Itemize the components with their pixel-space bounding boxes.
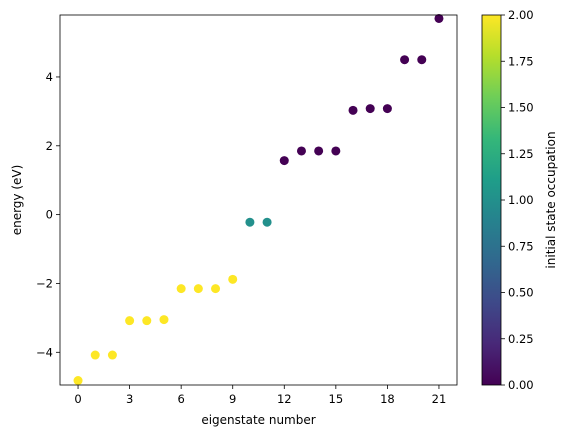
- colorbar-tick-label: 1.50: [508, 101, 534, 115]
- data-point-21: [434, 13, 444, 23]
- x-tick-label: 18: [380, 392, 395, 406]
- x-tick-label: 12: [277, 392, 292, 406]
- colorbar-ticks: 0.00 0.25 0.50 0.75 1.00 1.25 1.50 1.75 2.00: [501, 8, 534, 392]
- data-point-16: [348, 105, 358, 115]
- x-tick-label: 9: [229, 392, 236, 406]
- data-point-12: [279, 156, 289, 166]
- y-tick-label: 2: [46, 139, 53, 153]
- y-tick-label: 0: [46, 208, 53, 222]
- colorbar-tick-label: 1.00: [508, 193, 534, 207]
- data-point-9: [228, 274, 238, 284]
- data-point-11: [262, 217, 272, 227]
- colorbar-label: initial state occupation: [544, 131, 558, 268]
- data-point-2: [107, 350, 117, 360]
- y-tick-label: 4: [46, 70, 53, 84]
- data-point-6: [176, 284, 186, 294]
- data-point-4: [142, 316, 152, 326]
- data-point-20: [417, 55, 427, 65]
- x-tick-label: 21: [432, 392, 447, 406]
- colorbar-tick-label: 0.25: [508, 332, 534, 346]
- data-point-7: [193, 284, 203, 294]
- y-axis-ticks: −4 −2 0 2 4: [36, 70, 60, 359]
- x-tick-label: 15: [329, 392, 344, 406]
- data-point-15: [331, 146, 341, 156]
- data-point-14: [314, 146, 324, 156]
- data-point-10: [245, 217, 255, 227]
- colorbar-tick-label: 0.75: [508, 239, 534, 253]
- x-axis-ticks: 0 3 6 9 12 15 18 21: [74, 385, 446, 406]
- data-point-17: [365, 104, 375, 114]
- data-point-8: [211, 284, 221, 294]
- data-point-3: [125, 316, 135, 326]
- colorbar-tick-label: 2.00: [508, 8, 534, 22]
- data-point-19: [400, 55, 410, 65]
- colorbar: [481, 14, 502, 386]
- colorbar-tick-label: 0.50: [508, 286, 534, 300]
- colorbar-tick-label: 1.25: [508, 147, 534, 161]
- data-point-0: [73, 376, 83, 386]
- data-point-1: [90, 350, 100, 360]
- colorbar-tick-label: 1.75: [508, 54, 534, 68]
- x-tick-label: 3: [126, 392, 133, 406]
- data-point-18: [382, 104, 392, 114]
- y-tick-label: −2: [36, 276, 53, 290]
- data-point-5: [159, 315, 169, 325]
- plot-frame: [59, 14, 458, 386]
- x-tick-label: 0: [74, 392, 81, 406]
- plot-points: [73, 13, 444, 386]
- x-tick-label: 6: [177, 392, 184, 406]
- x-axis-label: eigenstate number: [201, 413, 315, 427]
- y-axis-label: energy (eV): [10, 165, 24, 236]
- colorbar-tick-label: 0.00: [508, 378, 534, 392]
- data-point-13: [296, 146, 306, 156]
- y-tick-label: −4: [36, 345, 53, 359]
